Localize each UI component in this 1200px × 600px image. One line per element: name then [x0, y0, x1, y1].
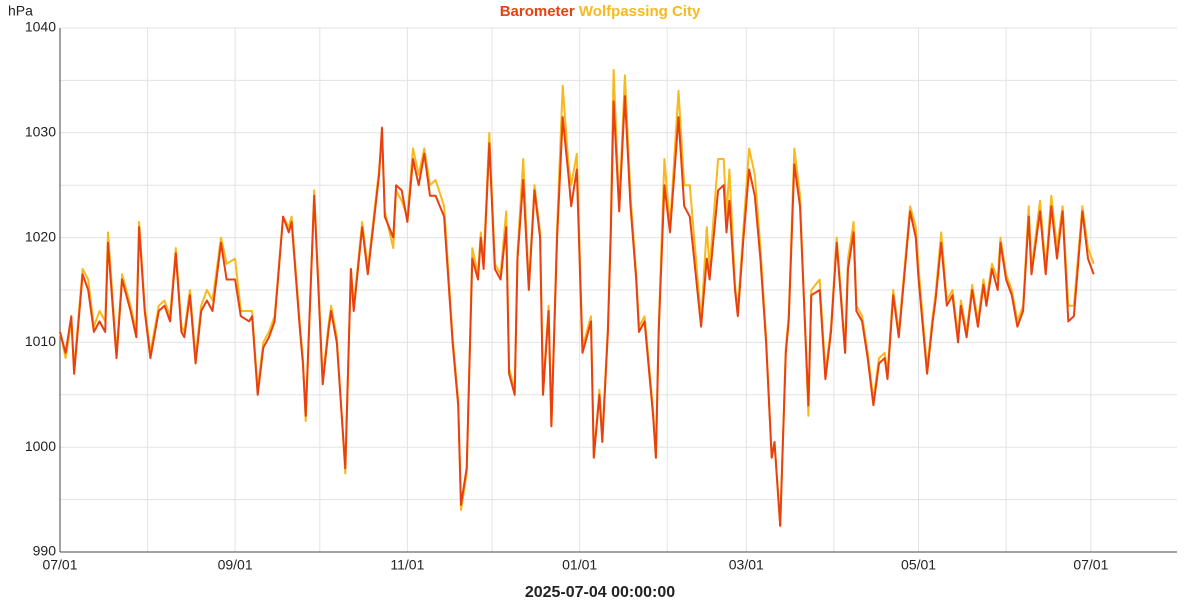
x-tick-label: 05/01: [901, 557, 936, 573]
y-axis-label: hPa: [8, 3, 33, 19]
legend-entry: Wolfpassing City: [579, 3, 701, 20]
x-tick-label: 09/01: [218, 557, 253, 573]
legend-entry: Barometer: [500, 3, 575, 20]
y-tick-label: 1000: [25, 438, 56, 454]
y-tick-label: 1020: [25, 228, 56, 244]
x-tick-label: 11/01: [390, 557, 424, 573]
y-tick-label: 1010: [25, 333, 56, 349]
series-line: [59, 95, 1095, 527]
x-tick-label: 07/01: [1073, 557, 1108, 573]
x-tick-label: 03/01: [729, 557, 764, 573]
x-tick-label: 07/01: [42, 557, 77, 573]
chart-title: Barometer Wolfpassing City: [500, 3, 701, 20]
y-tick-label: 1030: [25, 124, 56, 140]
y-tick-label: 990: [33, 543, 57, 559]
x-tick-label: 01/01: [562, 557, 597, 573]
x-axis-label: 2025-07-04 00:00:00: [525, 584, 675, 600]
y-tick-label: 1040: [25, 19, 56, 35]
